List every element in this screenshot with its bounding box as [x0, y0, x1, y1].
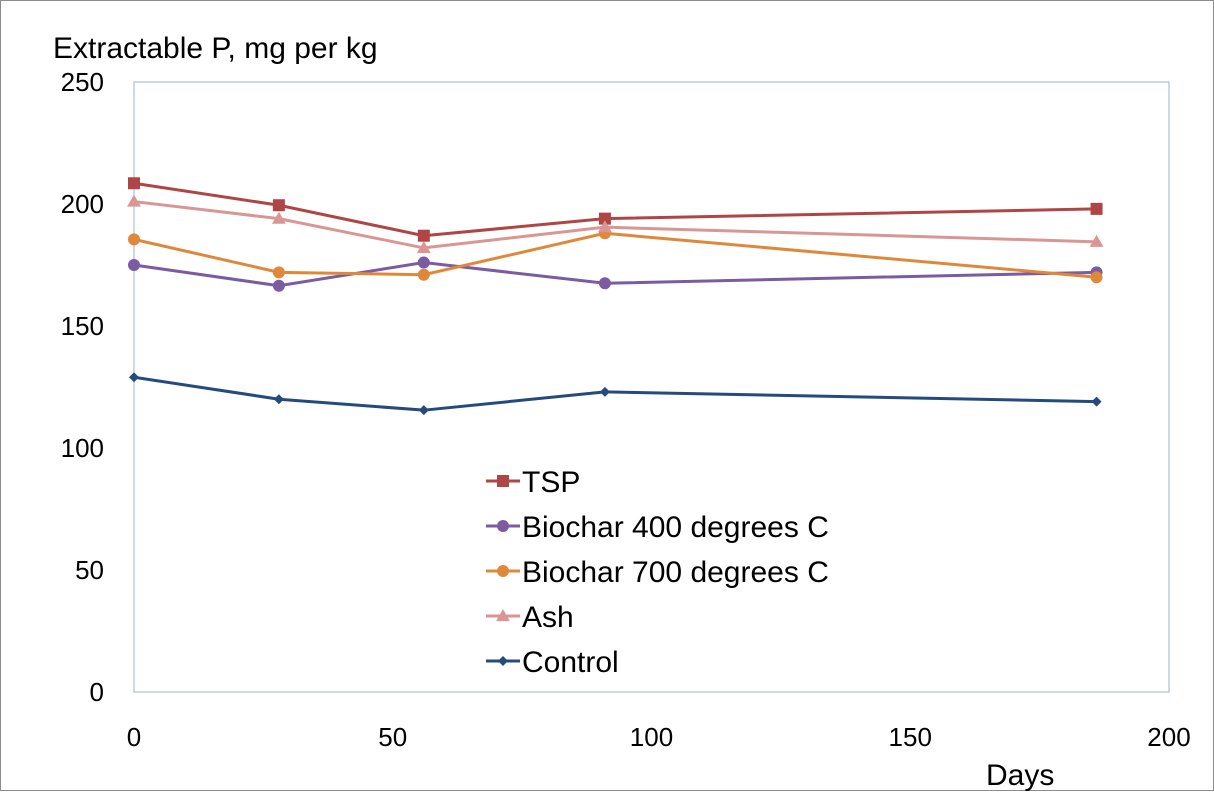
x-tick-label: 150 [889, 722, 932, 752]
data-point-3 [598, 220, 612, 233]
legend-label: TSP [522, 466, 580, 499]
data-point-1 [272, 199, 285, 212]
y-tick-label: 150 [61, 311, 104, 341]
data-point-0 [128, 177, 140, 190]
data-point-legend [497, 520, 509, 532]
data-point-2 [417, 229, 430, 242]
data-point-4 [1091, 396, 1102, 407]
data-point-legend [497, 475, 509, 487]
series-ash [127, 194, 1104, 254]
data-point-3 [598, 277, 611, 290]
data-point-2 [417, 268, 430, 281]
data-point-2 [416, 241, 431, 254]
data-point-3 [598, 212, 611, 225]
data-point-0 [128, 259, 140, 271]
legend-label: Biochar 700 degrees C [522, 556, 829, 589]
y-axis-title: Extractable P, mg per kg [53, 32, 378, 65]
data-point-2 [418, 405, 429, 416]
data-point-1 [273, 394, 284, 405]
x-tick-label: 50 [378, 722, 407, 752]
legend-item: Biochar 700 degrees C [486, 556, 829, 589]
y-tick-label: 250 [61, 67, 104, 97]
series-layer [127, 177, 1104, 416]
x-tick-label: 200 [1147, 722, 1190, 752]
data-point-0 [127, 194, 141, 207]
data-point-4 [1090, 202, 1103, 215]
series-biochar-400-degrees-c [128, 256, 1103, 292]
y-tick-label: 200 [61, 189, 104, 219]
legend-label: Biochar 400 degrees C [522, 511, 829, 544]
data-point-0 [129, 372, 139, 383]
x-tick-label: 0 [127, 722, 141, 752]
series-tsp [128, 177, 1103, 242]
x-axis: 0 50 100 150 200 [127, 722, 1191, 752]
data-point-4 [1089, 234, 1104, 247]
data-point-1 [272, 211, 286, 224]
legend-item: TSP [486, 466, 580, 499]
legend-item: Biochar 400 degrees C [486, 511, 829, 544]
series-biochar-700-degrees-c [128, 227, 1103, 284]
series-control [129, 372, 1102, 416]
legend-label: Ash [522, 601, 574, 634]
plot-area [133, 81, 1170, 693]
legend-item: Ash [486, 601, 574, 634]
data-point-1 [272, 266, 285, 279]
x-axis-title: Days [986, 759, 1054, 792]
data-point-legend [496, 609, 510, 622]
x-tick-label: 100 [630, 722, 673, 752]
y-tick-label: 50 [75, 555, 104, 585]
data-point-legend [498, 656, 508, 666]
legend-label: Control [522, 646, 619, 679]
y-axis: 0 50 100 150 200 250 [61, 67, 104, 707]
legend: TSP Biochar 400 degrees C Biochar 700 degr… [486, 466, 829, 679]
data-point-4 [1090, 271, 1103, 284]
data-point-2 [417, 256, 430, 269]
data-point-3 [599, 386, 610, 397]
y-tick-label: 100 [61, 433, 104, 463]
legend-item: Control [486, 646, 619, 679]
data-point-1 [272, 279, 285, 292]
data-point-legend [497, 565, 509, 577]
y-tick-label: 0 [90, 677, 104, 707]
data-point-0 [128, 233, 140, 246]
